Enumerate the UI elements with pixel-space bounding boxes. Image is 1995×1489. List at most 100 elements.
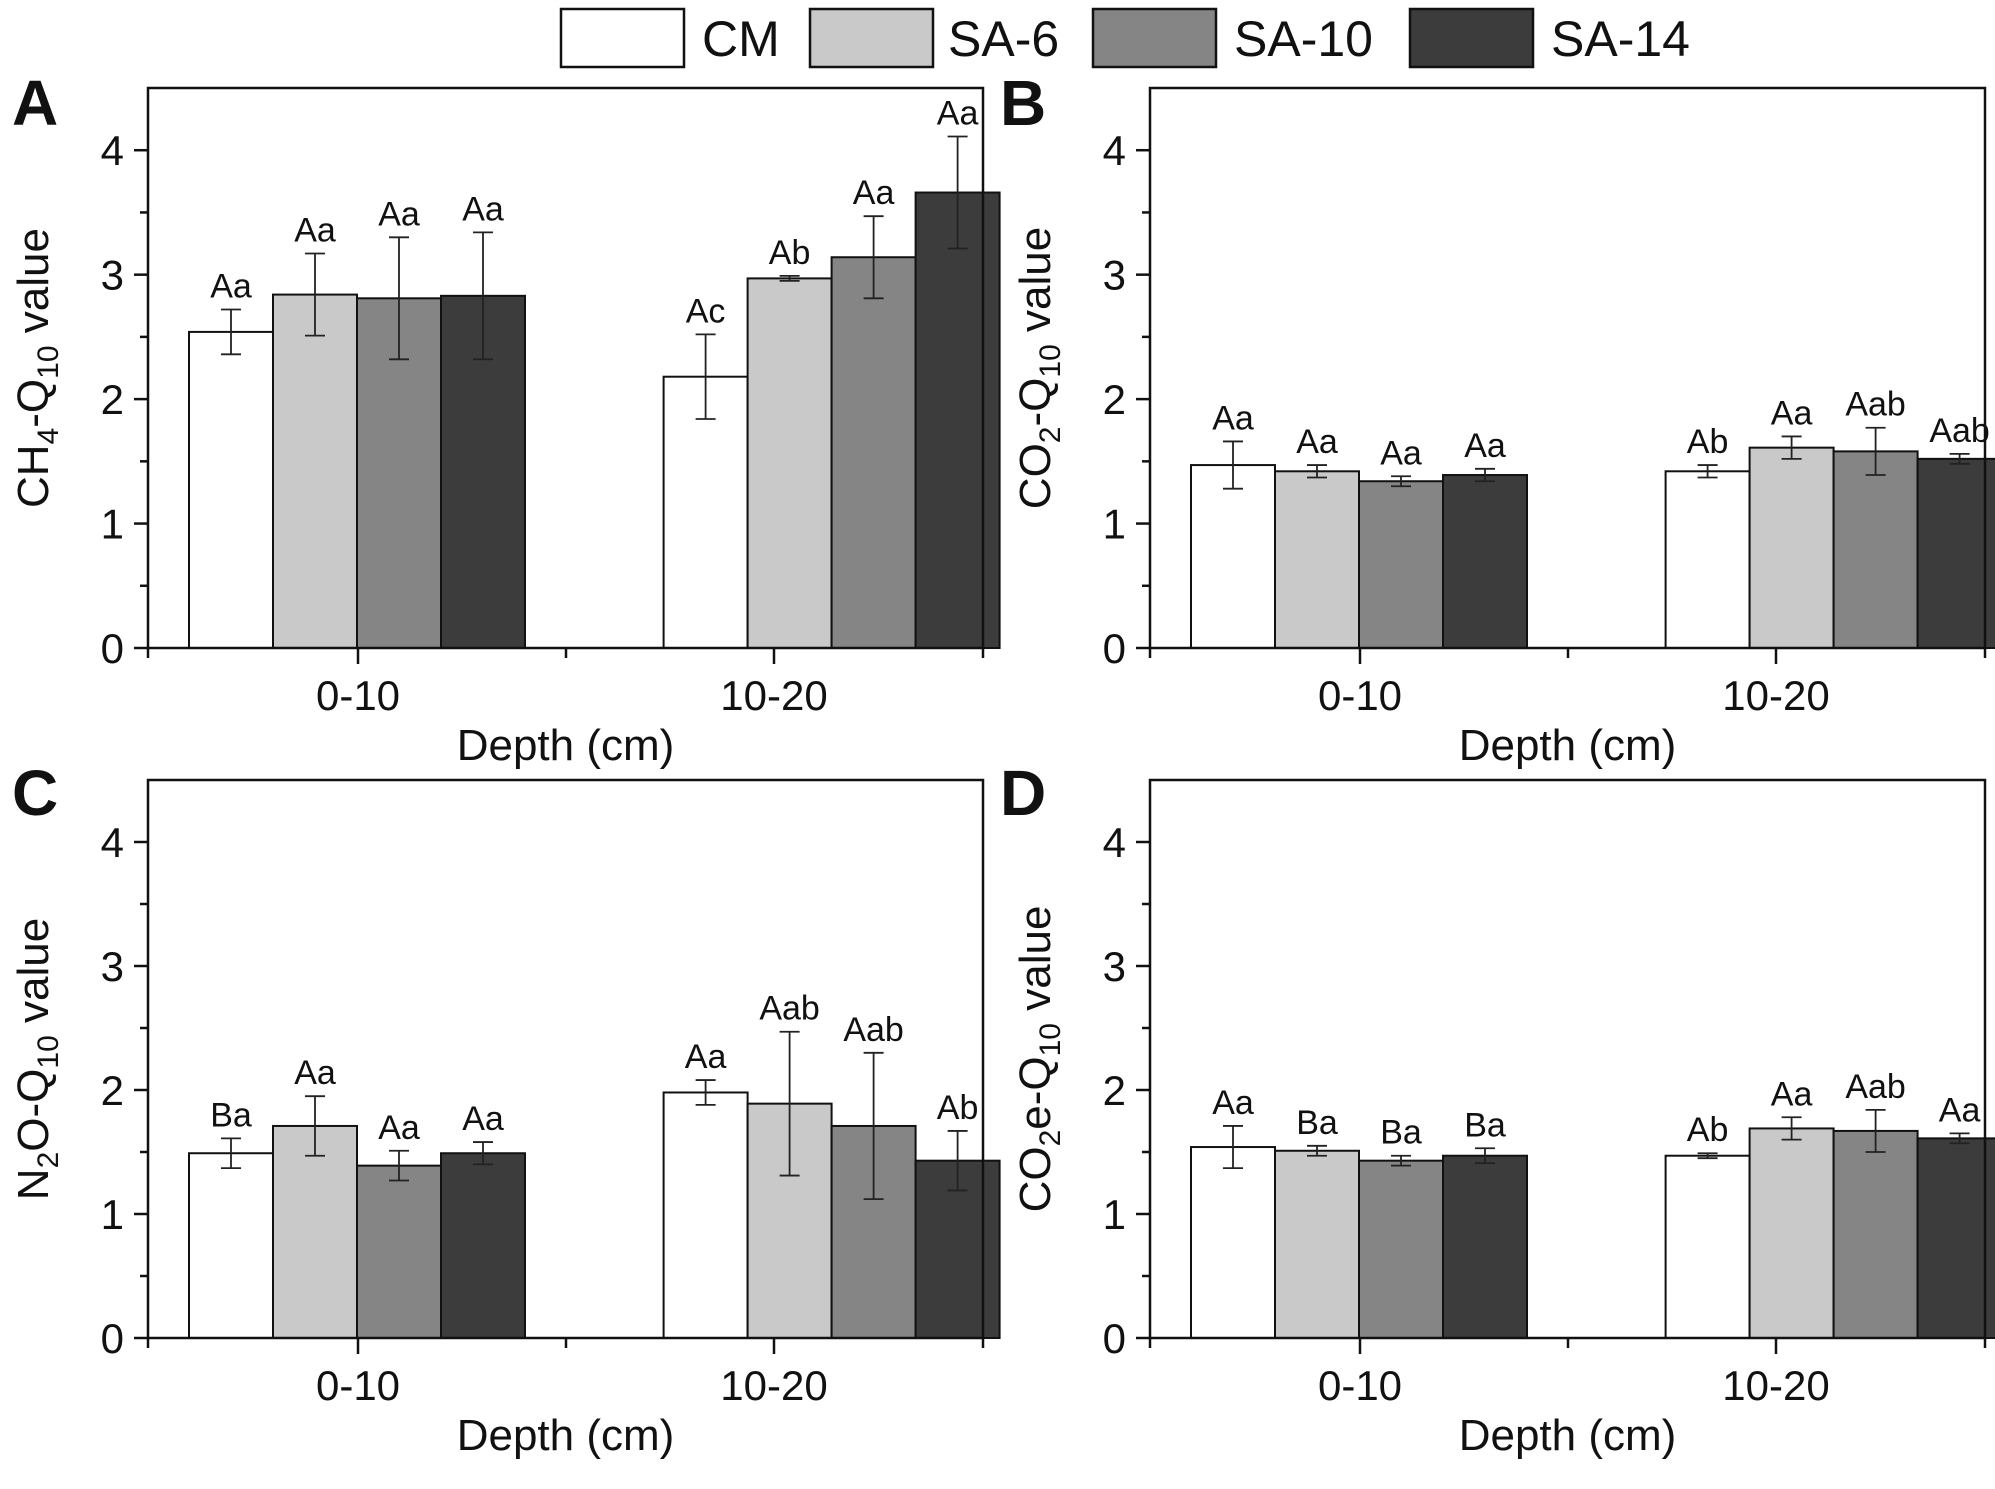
bar-d-sa-6-0-10 (1274, 1149, 1360, 1340)
sig-label-c-sa-6-10-20: Aab (759, 990, 820, 1028)
sig-label-a-sa-10-0-10: Aa (378, 195, 420, 233)
y-axis-title-prefix: CH (9, 444, 58, 508)
xtick-label-c-10-20: 10-20 (720, 1362, 827, 1409)
legend-label-sa-6: SA-6 (948, 11, 1059, 67)
error-bar-b-sa-14-0-10 (1475, 467, 1495, 483)
xtick-label-b-10-20: 10-20 (1722, 672, 1829, 719)
sig-label-b-sa-10-0-10: Aa (1380, 434, 1422, 472)
xtick-label-a-0-10: 0-10 (316, 672, 400, 719)
bar-b-sa-6-10-20 (1748, 446, 1835, 649)
ytick-label-b-0: 0 (1103, 625, 1126, 672)
y-axis-title-sub1: 4 (32, 428, 65, 445)
error-bar-a-cm-10-20 (695, 333, 716, 420)
sig-label-c-sa-14-0-10: Aa (462, 1100, 504, 1138)
bar-a-sa-6-0-10 (272, 293, 358, 649)
error-bar-a-sa-14-10-20 (947, 135, 968, 250)
ytick-label-b-4: 4 (1103, 127, 1126, 174)
y-axis-title-suffix: value (1011, 906, 1060, 1023)
y-axis-title-sub2: 10 (1034, 344, 1067, 377)
bar-c-cm-10-20 (662, 1091, 749, 1339)
bar-d-sa-10-0-10 (1358, 1159, 1444, 1340)
error-bar-a-cm-0-10 (221, 308, 241, 356)
error-bar-c-sa-14-0-10 (473, 1141, 493, 1166)
sig-label-c-sa-14-10-20: Ab (937, 1089, 979, 1127)
y-axis-title-prefix: N (9, 1168, 58, 1200)
sig-label-d-sa-14-0-10: Ba (1464, 1106, 1506, 1144)
sig-label-a-sa-14-10-20: Aa (937, 95, 979, 133)
bar-d-sa-14-10-20 (1916, 1137, 1995, 1339)
bar-d-sa-10-10-20 (1832, 1129, 1919, 1340)
error-bar-b-sa-6-0-10 (1307, 464, 1327, 479)
ytick-label-d-2: 2 (1103, 1067, 1126, 1114)
xtick-label-a-10-20: 10-20 (720, 672, 827, 719)
sig-label-c-cm-0-10: Ba (210, 1096, 252, 1134)
panels: A Aa Aa Aa Aa Ac Ab Aa Aa 0 1 2 3 4 0-10 10-20 Depth (cm… (9, 67, 1995, 1460)
ytick-label-d-1: 1 (1103, 1191, 1126, 1238)
bar-b-cm-10-20 (1664, 470, 1751, 649)
error-bar-c-cm-10-20 (695, 1079, 716, 1106)
bar-c-cm-0-10 (188, 1152, 274, 1339)
error-bar-c-sa-10-10-20 (863, 1051, 884, 1201)
panel-d: D Aa Ba Ba Ba Ab Aa Aab Aa 0 1 2 3 4 0-10 10-20 Depth (c… (1000, 757, 1995, 1460)
y-axis-title-suffix: value (1011, 227, 1060, 344)
sig-label-d-sa-10-10-20: Aab (1845, 1068, 1906, 1106)
legend-label-sa-10: SA-10 (1234, 11, 1373, 67)
error-bar-a-sa-10-0-10 (389, 236, 409, 361)
y-axis-title-mid: -Q (9, 379, 58, 428)
panel-letter-b: B (1000, 67, 1046, 139)
bar-b-sa-14-10-20 (1916, 457, 1995, 649)
sig-label-b-sa-14-10-20: Aab (1929, 412, 1990, 450)
sig-label-c-sa-6-0-10: Aa (294, 1054, 336, 1092)
ytick-label-a-4: 4 (101, 127, 124, 174)
xtick-label-c-0-10: 0-10 (316, 1362, 400, 1409)
sig-label-d-sa-6-10-20: Aa (1771, 1075, 1813, 1113)
y-axis-title-d: CO2e-Q10 value (1011, 906, 1067, 1213)
error-bar-b-cm-10-20 (1697, 464, 1718, 479)
y-axis-title-b: CO2-Q10 value (1011, 227, 1067, 509)
sig-label-b-sa-10-10-20: Aab (1845, 386, 1906, 424)
bar-c-sa-6-0-10 (272, 1124, 358, 1339)
bar-d-cm-0-10 (1190, 1146, 1276, 1340)
error-bar-d-sa-10-0-10 (1391, 1154, 1411, 1167)
error-bar-d-sa-6-10-20 (1781, 1116, 1802, 1141)
y-axis-title-sub2: 10 (32, 345, 65, 378)
x-axis-title-b: Depth (cm) (1459, 721, 1677, 770)
ytick-label-c-3: 3 (101, 943, 124, 990)
error-bar-c-sa-10-0-10 (389, 1149, 409, 1182)
error-bar-d-sa-6-0-10 (1307, 1144, 1327, 1157)
y-axis-title-sub1: 2 (1034, 1130, 1067, 1147)
error-bar-d-sa-14-0-10 (1475, 1147, 1495, 1165)
ytick-label-b-1: 1 (1103, 501, 1126, 548)
ytick-label-d-3: 3 (1103, 943, 1126, 990)
legend-label-sa-14: SA-14 (1551, 11, 1690, 67)
sig-label-d-cm-0-10: Aa (1212, 1084, 1254, 1122)
sig-label-b-cm-0-10: Aa (1212, 399, 1254, 437)
bar-d-cm-10-20 (1664, 1154, 1751, 1339)
error-bar-d-cm-10-20 (1697, 1152, 1718, 1160)
sig-label-a-sa-14-0-10: Aa (462, 190, 504, 228)
sig-label-d-cm-10-20: Ab (1687, 1111, 1729, 1149)
error-bar-b-sa-6-10-20 (1781, 435, 1802, 460)
ytick-label-d-4: 4 (1103, 819, 1126, 866)
bar-a-sa-10-10-20 (830, 256, 917, 649)
ytick-label-a-3: 3 (101, 252, 124, 299)
sig-label-a-sa-10-10-20: Aa (853, 174, 895, 212)
sig-label-c-cm-10-20: Aa (685, 1038, 727, 1076)
legend-swatch-sa-10 (1091, 7, 1218, 69)
ytick-label-c-4: 4 (101, 819, 124, 866)
xtick-label-d-10-20: 10-20 (1722, 1362, 1829, 1409)
y-axis-title-prefix: CO (1011, 443, 1060, 509)
bar-b-sa-6-0-10 (1274, 470, 1360, 649)
error-bar-c-sa-14-10-20 (947, 1130, 968, 1192)
panel-letter-a: A (12, 67, 58, 139)
ytick-label-d-0: 0 (1103, 1315, 1126, 1362)
ytick-label-a-1: 1 (101, 501, 124, 548)
y-axis-title-a: CH4-Q10 value (9, 228, 65, 508)
y-axis-title-sub2: 10 (32, 1035, 65, 1068)
sig-label-a-cm-0-10: Aa (210, 268, 252, 306)
error-bar-d-sa-10-10-20 (1865, 1108, 1886, 1153)
ytick-label-a-0: 0 (101, 625, 124, 672)
bar-a-sa-6-10-20 (746, 277, 833, 649)
sig-label-b-sa-14-0-10: Aa (1464, 427, 1506, 465)
